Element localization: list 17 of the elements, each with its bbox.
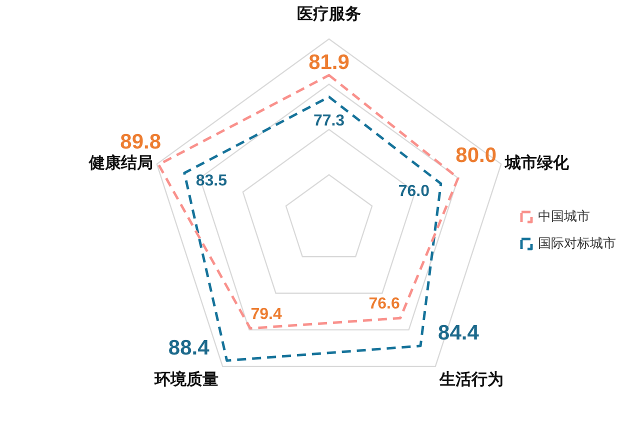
- legend-label: 国际对标城市: [538, 236, 616, 252]
- text: 84.4: [438, 322, 479, 345]
- text: 76.6: [368, 296, 400, 313]
- text: 83.5: [196, 172, 227, 190]
- text: 77.3: [313, 112, 345, 130]
- spoke-label: 生活行为: [438, 370, 504, 389]
- spoke-label: 城市绿化: [504, 153, 570, 172]
- text: 81.9: [308, 50, 350, 74]
- spoke-label: 医疗服务: [297, 4, 361, 24]
- text: 89.8: [120, 130, 162, 154]
- text: 79.4: [250, 306, 282, 323]
- text: 80.0: [456, 144, 497, 167]
- spoke-label: 环境质量: [154, 370, 219, 389]
- text: 88.4: [168, 336, 210, 360]
- legend-label: 中国城市: [538, 209, 590, 224]
- spoke-label: 健康结局: [88, 153, 153, 172]
- text: 76.0: [398, 183, 430, 200]
